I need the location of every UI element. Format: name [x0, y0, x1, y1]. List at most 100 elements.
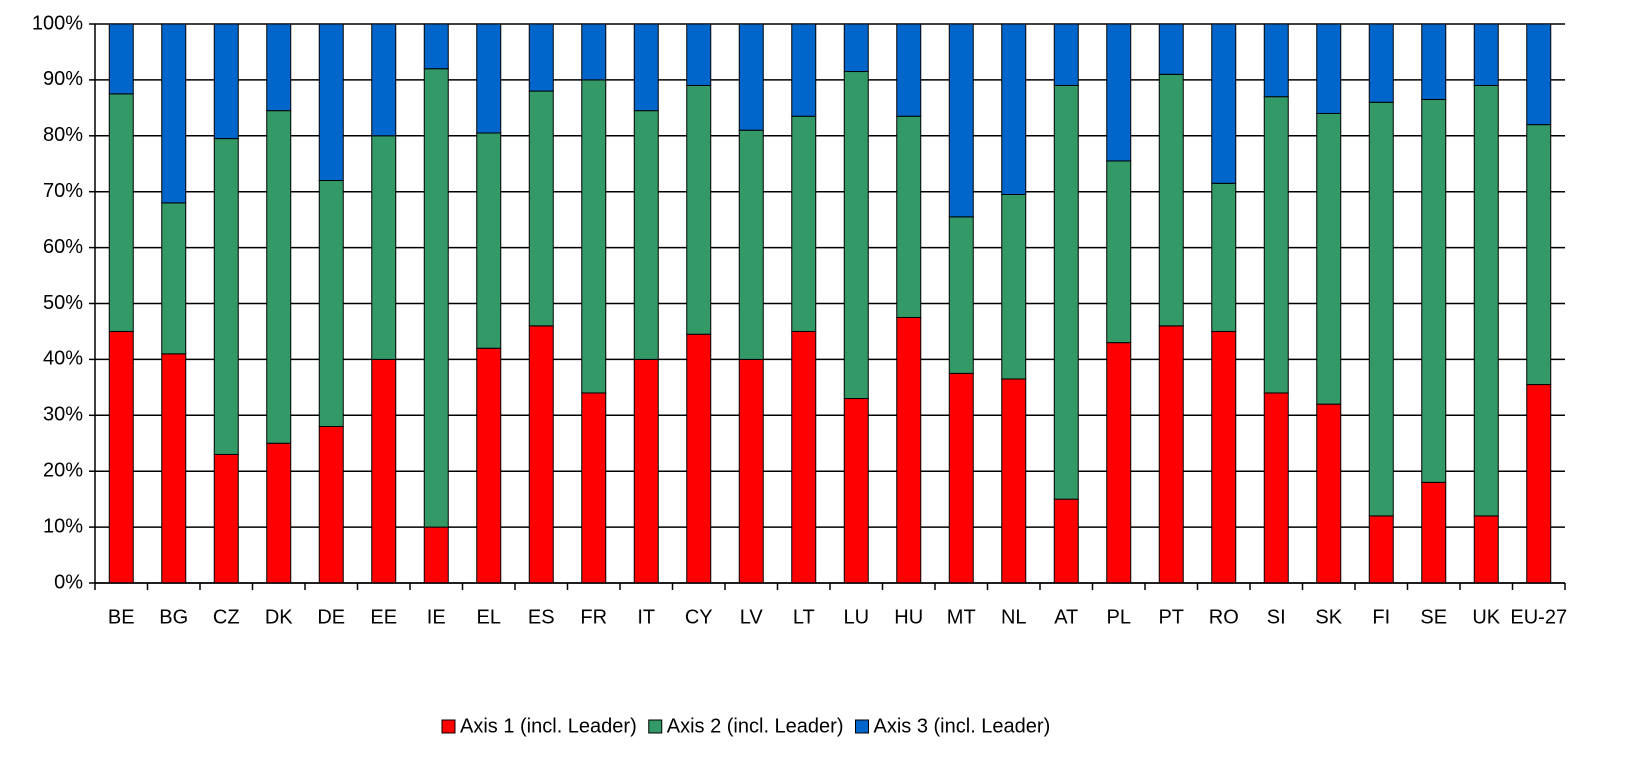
bar-segment — [108, 330, 134, 584]
bar-segment — [791, 330, 817, 584]
x-tick-label: EU-27 — [1510, 606, 1567, 628]
bar-segment — [1421, 23, 1447, 100]
bar-segment — [581, 392, 607, 584]
bar-segment — [1106, 23, 1132, 162]
bar-segment — [948, 216, 974, 374]
bar-segment — [581, 23, 607, 81]
bar-segment — [318, 23, 344, 182]
x-tick-label: LU — [843, 606, 869, 628]
bar-segment — [1158, 325, 1184, 584]
x-tick-label: HU — [894, 606, 923, 628]
bar-segment — [1316, 112, 1342, 405]
y-tick-label: 70% — [43, 180, 83, 202]
x-tick-label: IE — [427, 606, 446, 628]
y-tick-label: 10% — [43, 515, 83, 537]
bar-segment — [686, 23, 712, 86]
bar-segment — [161, 23, 187, 204]
bar-segment — [213, 138, 239, 455]
x-tick-label: PL — [1107, 606, 1131, 628]
y-tick-label: 80% — [43, 124, 83, 146]
bar-segment — [1368, 515, 1394, 584]
y-tick-label: 90% — [43, 68, 83, 90]
bar-segment — [1053, 498, 1079, 584]
bar-segment — [633, 23, 659, 112]
bar-segment — [161, 202, 187, 355]
bar-segment — [528, 23, 554, 92]
bar-segment — [1368, 23, 1394, 103]
bar-segment — [1473, 515, 1499, 584]
y-tick-label: 100% — [32, 12, 83, 34]
bar-segment — [1053, 23, 1079, 86]
y-tick-label: 40% — [43, 348, 83, 370]
bar-segment — [1158, 23, 1184, 75]
bar-segment — [686, 84, 712, 335]
legend-label: Axis 2 (incl. Leader) — [667, 715, 844, 737]
bar-segment — [1263, 96, 1289, 394]
bar-segment — [371, 23, 397, 137]
bar-segment — [1316, 23, 1342, 114]
bar-segment — [213, 23, 239, 140]
bar-segment — [423, 23, 449, 70]
bar-segment — [1473, 23, 1499, 86]
bar-segment — [896, 316, 922, 584]
bar-segment — [738, 358, 764, 584]
bar-segment — [1001, 23, 1027, 195]
bar-segment — [266, 23, 292, 112]
bar-segment — [266, 442, 292, 584]
bar-segment — [843, 71, 869, 400]
bar-segment — [896, 23, 922, 117]
bar-segment — [318, 425, 344, 584]
x-tick-label: RO — [1209, 606, 1239, 628]
y-tick-label: 60% — [43, 236, 83, 258]
x-tick-label: UK — [1472, 606, 1500, 628]
bar-segment — [371, 358, 397, 584]
x-tick-label: EE — [370, 606, 397, 628]
bar-segment — [476, 23, 502, 134]
y-tick-label: 50% — [43, 292, 83, 314]
x-tick-label: SI — [1267, 606, 1286, 628]
legend-label: Axis 1 (incl. Leader) — [460, 715, 637, 737]
x-tick-label: SK — [1315, 606, 1342, 628]
bar-segment — [1526, 124, 1552, 386]
bar-segment — [423, 68, 449, 528]
bar-segment — [1263, 23, 1289, 98]
bar-segment — [633, 358, 659, 584]
x-tick-label: AT — [1054, 606, 1078, 628]
y-tick-label: 20% — [43, 459, 83, 481]
bar-segment — [1211, 23, 1237, 184]
bar-segment — [1473, 84, 1499, 517]
x-tick-label: ES — [528, 606, 555, 628]
legend-swatch — [441, 719, 456, 734]
bar-segment — [1526, 23, 1552, 126]
bar-segment — [266, 110, 292, 444]
bar-segment — [476, 347, 502, 584]
x-tick-label: PT — [1158, 606, 1184, 628]
x-tick-label: LT — [793, 606, 815, 628]
bar-segment — [948, 23, 974, 218]
bar-segment — [633, 110, 659, 360]
bar-segment — [108, 23, 134, 95]
bar-segment — [1316, 403, 1342, 584]
bar-segment — [1421, 98, 1447, 483]
bar-segment — [1211, 182, 1237, 332]
x-tick-label: FI — [1372, 606, 1390, 628]
bar-segment — [1526, 384, 1552, 584]
bar-segment — [528, 90, 554, 327]
bar-segment — [1106, 160, 1132, 344]
y-tick-label: 30% — [43, 404, 83, 426]
bar-segment — [843, 398, 869, 584]
y-tick-label: 0% — [54, 571, 83, 593]
bar-segment — [581, 79, 607, 394]
bar-segment — [1421, 481, 1447, 584]
bar-segment — [1211, 330, 1237, 584]
bar-segment — [1001, 193, 1027, 380]
x-tick-label: CZ — [213, 606, 240, 628]
x-tick-label: NL — [1001, 606, 1027, 628]
bar-segment — [423, 526, 449, 584]
bar-segment — [843, 23, 869, 73]
bar-segment — [791, 115, 817, 332]
x-tick-label: FR — [580, 606, 607, 628]
x-tick-label: DK — [265, 606, 293, 628]
bar-segment — [686, 333, 712, 584]
